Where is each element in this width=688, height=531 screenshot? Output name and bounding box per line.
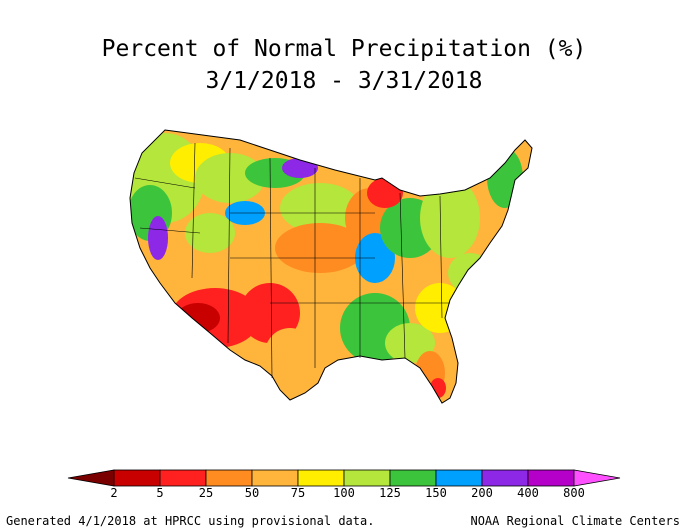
legend-label: 400 xyxy=(517,486,539,500)
legend-swatch xyxy=(343,469,391,487)
us-outline xyxy=(129,129,533,404)
legend-label: 200 xyxy=(471,486,493,500)
legend-arrow-high xyxy=(573,469,621,487)
legend-label: 800 xyxy=(563,486,585,500)
precipitation-map xyxy=(129,129,533,404)
legend-label: 150 xyxy=(425,486,447,500)
legend-label: 2 xyxy=(110,486,118,500)
legend-swatch xyxy=(159,469,207,487)
footer-source: NOAA Regional Climate Centers xyxy=(470,514,680,528)
legend-swatch xyxy=(527,469,575,487)
legend-label: 50 xyxy=(244,486,260,500)
legend-label: 25 xyxy=(198,486,214,500)
map-title: Percent of Normal Precipitation (%) xyxy=(101,36,587,62)
legend-swatch xyxy=(481,469,529,487)
legend-arrow-low xyxy=(67,469,115,487)
precip-fill xyxy=(130,130,532,403)
legend-label: 75 xyxy=(290,486,306,500)
legend-label: 125 xyxy=(379,486,401,500)
legend-swatch xyxy=(251,469,299,487)
state-borders xyxy=(134,142,450,379)
legend-swatch xyxy=(205,469,253,487)
legend-label: 100 xyxy=(333,486,355,500)
legend-swatch xyxy=(389,469,437,487)
footer-generated: Generated 4/1/2018 at HPRCC using provis… xyxy=(6,514,375,528)
legend-swatch xyxy=(435,469,483,487)
legend-swatch xyxy=(297,469,345,487)
map-period: 3/1/2018 - 3/31/2018 xyxy=(205,68,483,94)
legend-swatch xyxy=(113,469,161,487)
legend-label: 5 xyxy=(156,486,164,500)
color-legend xyxy=(67,469,621,487)
